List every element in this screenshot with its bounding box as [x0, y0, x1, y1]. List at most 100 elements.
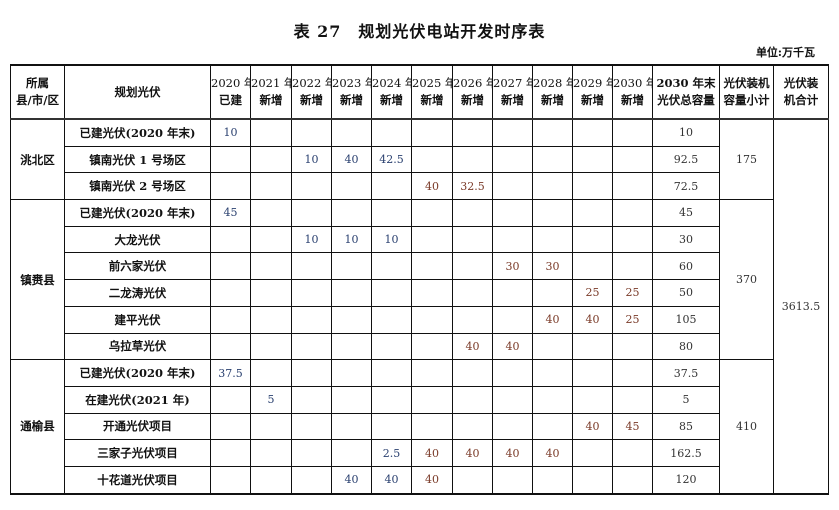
year-value	[572, 199, 613, 227]
year-value	[532, 385, 573, 414]
year-value	[411, 305, 453, 334]
year-value: 42.5	[371, 145, 412, 174]
header-year: 2030 年新增	[612, 64, 653, 120]
header-line: 2026 年	[453, 76, 492, 90]
year-value: 40	[452, 439, 493, 467]
table-row: 洮北区 已建光伏(2020 年末) 10 10 175 3613.5	[10, 118, 829, 495]
year-value: 2.5	[371, 439, 412, 467]
table-row: 乌拉草光伏 40 40 80	[11, 332, 829, 361]
year-value	[532, 225, 573, 254]
project-total: 80	[652, 332, 720, 361]
year-value: 40	[572, 412, 613, 441]
year-value	[250, 279, 292, 307]
project-total: 5	[652, 385, 720, 414]
year-value	[612, 118, 653, 147]
header-line: 光伏总容量	[657, 93, 715, 107]
year-value	[371, 332, 412, 361]
grand-total: 3613.5	[773, 118, 829, 495]
table-row: 镇南光伏 1 号场区 10 40 42.5 92.5	[11, 145, 829, 174]
year-value	[532, 412, 573, 441]
year-value	[612, 199, 653, 227]
project-total: 85	[652, 412, 720, 441]
year-value	[210, 412, 251, 441]
header-year: 2024 年新增	[371, 64, 412, 120]
project-total: 105	[652, 305, 720, 334]
year-value	[371, 118, 412, 147]
year-value	[331, 412, 372, 441]
year-value	[612, 172, 653, 201]
year-value	[612, 145, 653, 174]
year-value	[411, 145, 453, 174]
table-row: 二龙涛光伏 25 25 50	[11, 279, 829, 307]
year-value	[210, 252, 251, 281]
year-value	[612, 359, 653, 387]
year-value	[331, 439, 372, 467]
project-name: 已建光伏(2020 年末)	[64, 199, 211, 227]
header-year: 2021 年新增	[250, 64, 292, 120]
year-value: 40	[331, 465, 372, 495]
year-value	[250, 332, 292, 361]
year-value	[250, 172, 292, 201]
year-value	[331, 332, 372, 361]
year-value	[492, 199, 533, 227]
year-value: 40	[411, 172, 453, 201]
project-name: 建平光伏	[64, 305, 211, 334]
header-line: 光伏装机	[723, 76, 770, 90]
year-value	[492, 225, 533, 254]
county-subtotal: 175	[719, 118, 774, 201]
county-subtotal: 370	[719, 199, 774, 361]
header-line: 机合计	[783, 93, 819, 107]
year-value	[371, 305, 412, 334]
county-subtotal: 410	[719, 359, 774, 495]
year-value	[452, 359, 493, 387]
project-name: 乌拉草光伏	[64, 332, 211, 361]
header-project: 规划光伏	[64, 64, 211, 120]
year-value	[532, 118, 573, 147]
project-name: 镇南光伏 2 号场区	[64, 172, 211, 201]
year-value	[612, 465, 653, 495]
header-year: 2026 年新增	[452, 64, 493, 120]
header-line: 2022 年	[292, 76, 331, 90]
header-year: 2029 年新增	[572, 64, 613, 120]
project-name: 已建光伏(2020 年末)	[64, 118, 211, 147]
year-value: 40	[331, 145, 372, 174]
year-value	[291, 385, 332, 414]
project-total: 162.5	[652, 439, 720, 467]
table-row: 在建光伏(2021 年) 5 5	[11, 385, 829, 414]
year-value	[411, 412, 453, 441]
year-value	[411, 359, 453, 387]
year-value	[331, 279, 372, 307]
project-total: 45	[652, 199, 720, 227]
year-value: 40	[532, 305, 573, 334]
year-value	[331, 252, 372, 281]
project-total: 10	[652, 118, 720, 147]
year-value	[532, 279, 573, 307]
year-value	[572, 118, 613, 147]
year-value	[250, 305, 292, 334]
header-line: 2024 年	[372, 76, 411, 90]
project-name: 开通光伏项目	[64, 412, 211, 441]
header-line: 县/市/区	[16, 93, 59, 107]
project-name: 镇南光伏 1 号场区	[64, 145, 211, 174]
year-value	[572, 172, 613, 201]
year-value	[572, 439, 613, 467]
year-value	[210, 225, 251, 254]
header-year: 2028 年新增	[532, 64, 573, 120]
year-value	[492, 305, 533, 334]
table-row: 十花道光伏项目 40 40 40 120	[11, 465, 829, 495]
year-value	[492, 118, 533, 147]
year-value: 37.5	[210, 359, 251, 387]
year-value	[411, 332, 453, 361]
year-value: 10	[331, 225, 372, 254]
year-value	[371, 385, 412, 414]
header-line: 已建	[219, 93, 242, 107]
table-row: 前六家光伏 30 30 60	[11, 252, 829, 281]
year-value	[612, 385, 653, 414]
year-value: 40	[411, 465, 453, 495]
year-value	[411, 225, 453, 254]
year-value	[291, 332, 332, 361]
table-row: 开通光伏项目 40 45 85	[11, 412, 829, 441]
year-value: 45	[210, 199, 251, 227]
year-value	[371, 412, 412, 441]
year-value	[210, 332, 251, 361]
